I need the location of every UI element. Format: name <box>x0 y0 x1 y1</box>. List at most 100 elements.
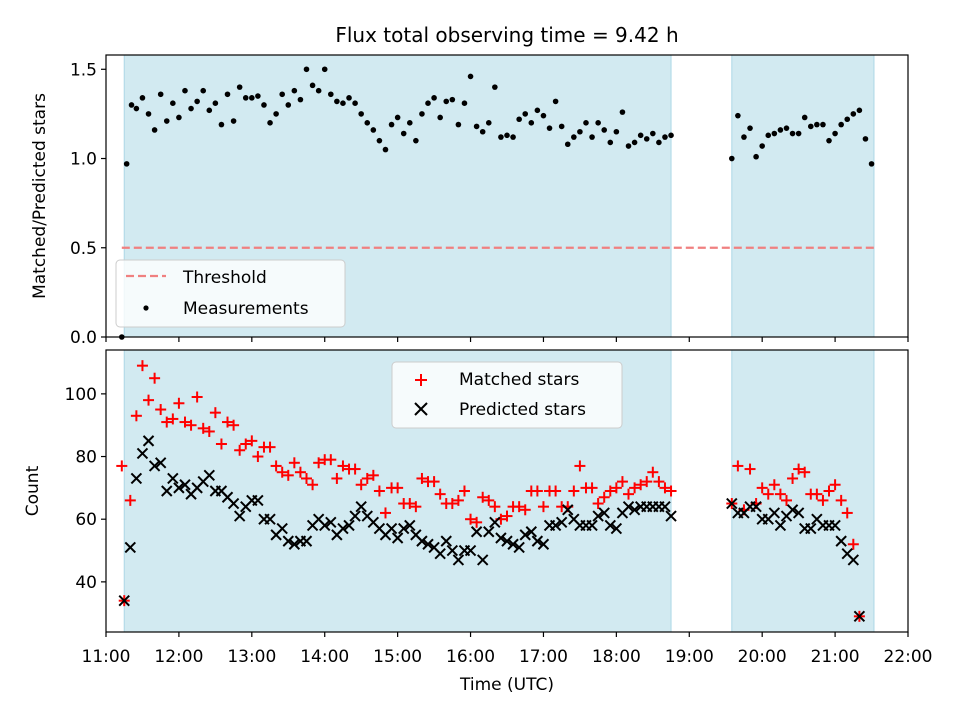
matched-star-point <box>744 463 756 475</box>
measurement-point <box>729 155 735 162</box>
matched-star-point <box>574 460 586 472</box>
x-tick-label: 20:00 <box>738 647 787 667</box>
matched-star-point <box>355 479 367 491</box>
measurement-point <box>376 137 383 144</box>
matched-star-point <box>756 482 768 494</box>
legend-threshold-label: Threshold <box>182 268 267 288</box>
measurement-point <box>789 130 796 137</box>
measurement-point <box>218 121 225 128</box>
measurement-point <box>820 121 826 128</box>
matched-star-point <box>116 460 128 472</box>
top-legend: Threshold Measurements <box>115 259 346 328</box>
matched-star-point <box>367 469 379 481</box>
measurement-point <box>771 130 778 137</box>
measurement-point <box>826 137 832 144</box>
bottom-y-axis-label: Count <box>23 465 43 516</box>
measurement-point <box>315 87 322 94</box>
matched-star-point <box>331 472 343 484</box>
measurement-point <box>498 134 504 140</box>
measurement-point <box>273 111 279 117</box>
matched-star-point <box>185 419 197 431</box>
predicted-star-point <box>470 526 483 538</box>
measurement-point <box>163 118 170 124</box>
measurement-point <box>589 134 595 140</box>
measurement-point <box>340 100 346 106</box>
measurement-point <box>540 112 547 119</box>
measurement-point <box>267 120 273 126</box>
predicted-star-point <box>136 447 149 460</box>
measurement-point <box>662 134 668 140</box>
top-panel: 0.0 0.5 1.0 1.5 Matched/Predicted stars Thr… <box>30 54 909 348</box>
bottom-legend: Matched stars Predicted stars <box>391 361 623 429</box>
matched-star-point <box>264 441 276 453</box>
matched-star-point <box>811 488 823 500</box>
measurement-point <box>668 132 674 139</box>
predicted-star-point <box>507 538 519 550</box>
matched-star-point <box>835 494 847 506</box>
predicted-star-point <box>513 541 525 554</box>
measurement-point <box>249 95 255 101</box>
measurement-point <box>406 120 413 126</box>
predicted-star-point <box>161 485 173 497</box>
y-tick-label: 0.5 <box>70 239 97 259</box>
predicted-star-point <box>464 544 477 557</box>
measurement-point <box>473 123 480 130</box>
measurement-point <box>753 153 759 160</box>
predicted-star-point <box>592 510 604 522</box>
predicted-star-point <box>519 529 531 541</box>
measurement-point <box>607 139 614 146</box>
measurement-point <box>546 125 553 131</box>
x-tick-label: 12:00 <box>154 647 203 667</box>
measurement-point <box>151 127 158 133</box>
x-tick-label: 16:00 <box>446 647 495 667</box>
y-tick-label: 1.0 <box>70 150 97 170</box>
matched-star-point <box>416 472 428 484</box>
measurement-point <box>388 121 395 128</box>
predicted-star-point <box>440 535 452 547</box>
measurement-point <box>303 66 310 73</box>
predicted-star-point <box>264 513 276 525</box>
matched-star-point <box>209 407 221 419</box>
measurement-point <box>297 96 304 103</box>
matched-star-point <box>623 488 635 500</box>
x-axis-label: Time (UTC) <box>459 675 554 695</box>
matched-star-point <box>799 466 811 478</box>
y-tick-label: 40 <box>75 573 97 593</box>
predicted-star-point <box>416 535 428 547</box>
predicted-star-point <box>124 541 137 554</box>
predicted-star-point <box>252 494 264 507</box>
measurement-point <box>455 121 462 128</box>
measurement-point <box>123 161 130 167</box>
y-tick-label: 80 <box>75 448 97 468</box>
matched-star-point <box>629 482 641 494</box>
matched-star-point <box>537 501 549 513</box>
matched-star-point <box>149 372 161 384</box>
predicted-star-point <box>768 507 781 519</box>
predicted-star-point <box>750 500 762 513</box>
matched-star-point <box>167 413 179 425</box>
predicted-legend-marker <box>414 402 428 416</box>
predicted-star-point <box>355 500 367 513</box>
matched-star-point <box>392 482 404 494</box>
measurement-point <box>814 121 820 128</box>
bottom-y-ticks: 40 60 80 100 <box>65 385 106 593</box>
matched-star-point <box>817 494 829 506</box>
measurement-point <box>516 116 522 123</box>
predicted-star-point <box>774 519 787 532</box>
matched-star-point <box>197 422 209 434</box>
measurement-point <box>558 123 565 130</box>
measurement-point <box>838 121 844 128</box>
matched-star-point <box>847 538 859 550</box>
predicted-star-point <box>173 482 185 494</box>
measurement-point <box>400 130 407 137</box>
matched-star-point <box>173 397 185 409</box>
predicted-star-point <box>659 500 671 513</box>
measurement-point <box>807 123 814 130</box>
measurement-point <box>224 91 231 98</box>
top-y-axis-label: Matched/Predicted stars <box>30 93 50 299</box>
predicted-star-point <box>726 497 738 510</box>
matched-star-point <box>361 472 373 484</box>
matched-star-point <box>598 491 610 503</box>
matched-star-point <box>410 501 422 513</box>
measurement-point <box>425 100 431 106</box>
